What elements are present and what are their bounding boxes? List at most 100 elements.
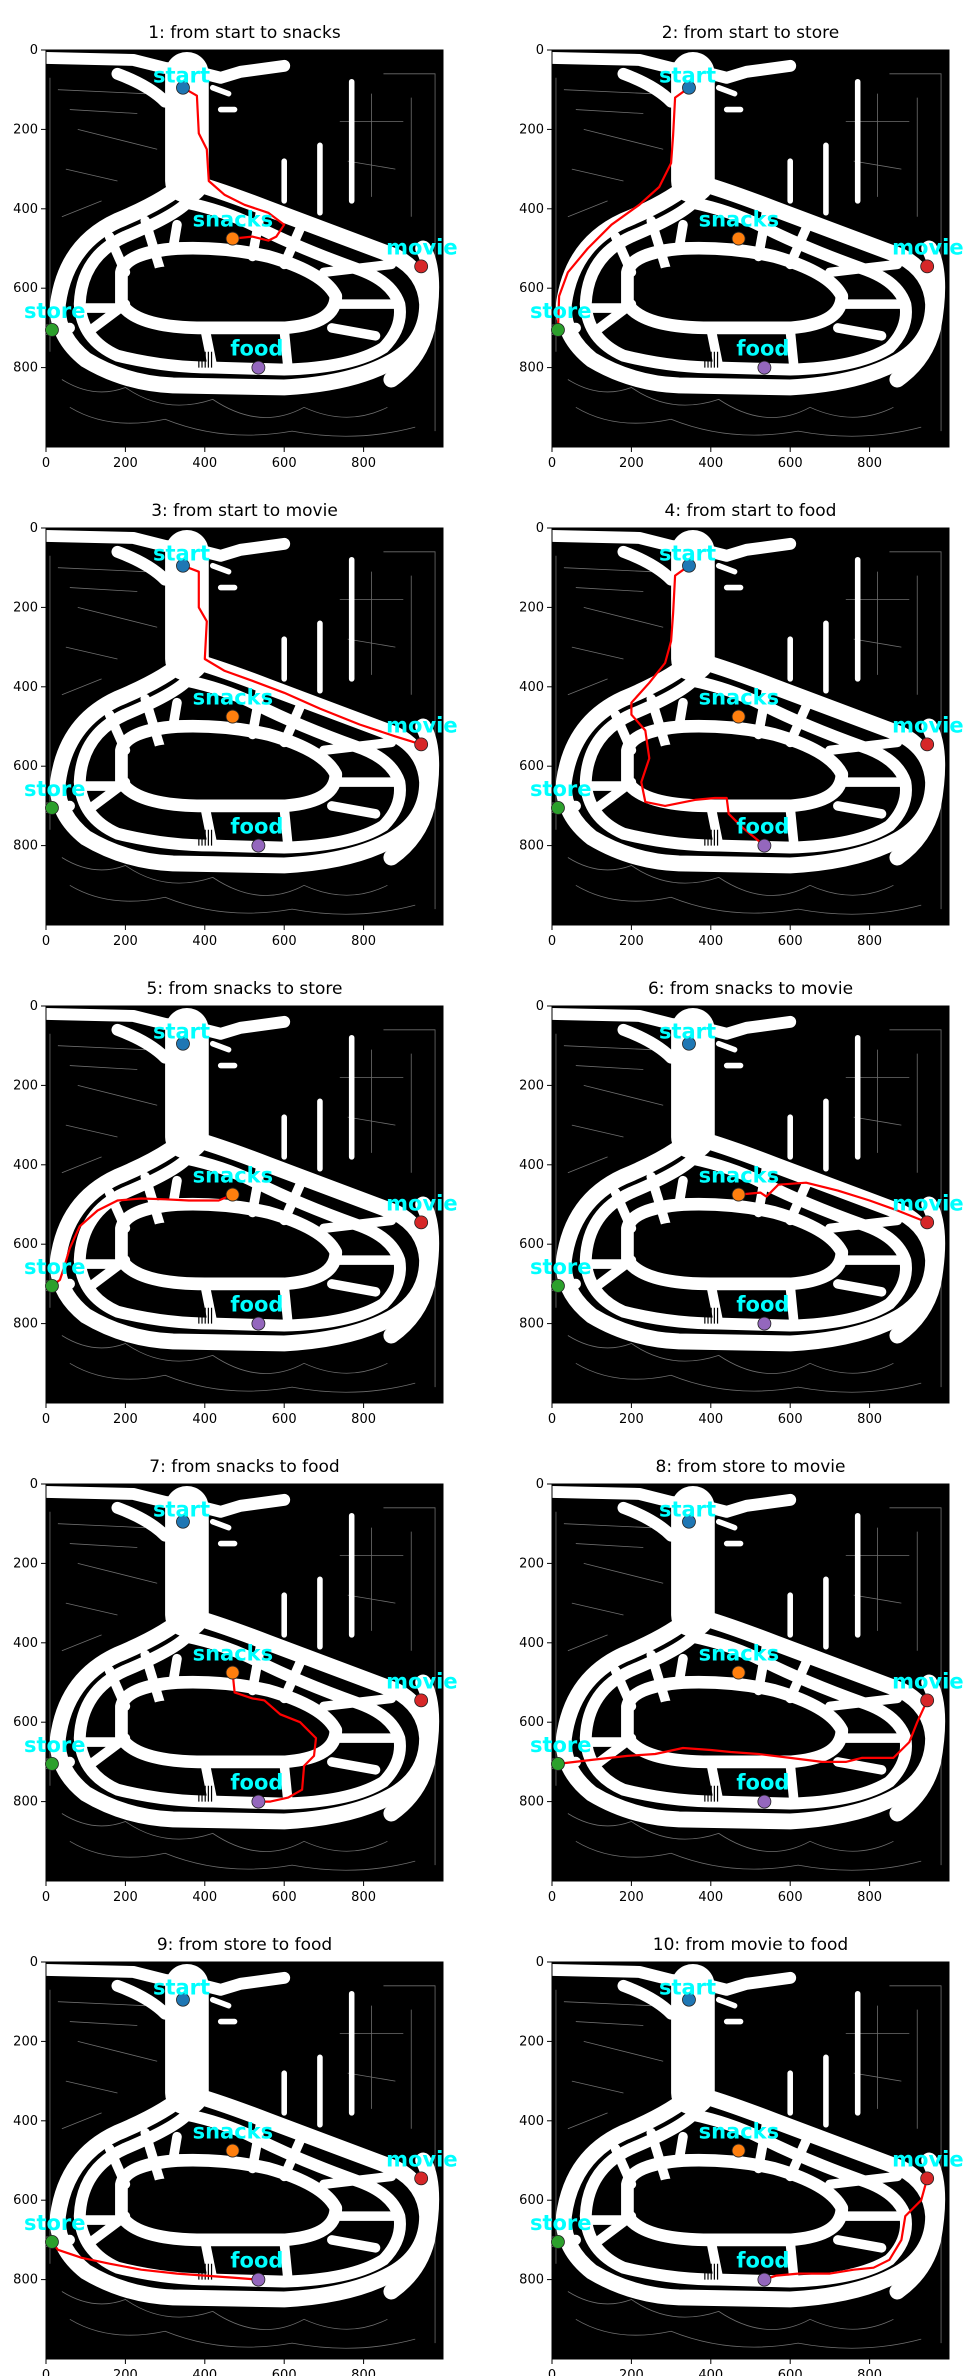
floor-map xyxy=(46,528,443,925)
x-tick-label: 600 xyxy=(778,2368,803,2376)
label-snacks: snacks xyxy=(193,1164,274,1188)
point-snacks xyxy=(731,709,746,724)
y-tick-label: 0 xyxy=(536,43,544,58)
y-tick-label: 800 xyxy=(519,1317,544,1332)
point-snacks xyxy=(225,709,240,724)
x-tick-label: 200 xyxy=(113,1890,138,1905)
label-food: food xyxy=(230,1293,283,1317)
y-tick-label: 800 xyxy=(13,361,38,376)
y-tick-label: 200 xyxy=(519,2034,544,2049)
panel-title: 7: from snacks to food xyxy=(149,1457,339,1477)
point-store xyxy=(551,1278,565,1293)
axes-frame xyxy=(551,1005,950,1404)
x-tick-label: 0 xyxy=(42,1890,50,1905)
y-tick-label: 400 xyxy=(13,680,38,695)
y-tick-label: 400 xyxy=(13,1158,38,1173)
label-store: store xyxy=(530,2211,592,2235)
label-start: start xyxy=(153,1020,210,1044)
label-food: food xyxy=(736,1771,789,1795)
x-tick-label: 400 xyxy=(192,1412,217,1427)
label-store: store xyxy=(530,1733,592,1757)
axes-frame xyxy=(45,1483,444,1882)
route-panel-3: 3: from start to movie 0 200 400 600 800 0 200 4… xyxy=(13,501,457,949)
point-movie xyxy=(414,2171,429,2186)
axes-frame xyxy=(45,1961,444,2360)
floor-map xyxy=(46,50,443,447)
route-path xyxy=(231,1671,318,1803)
point-start xyxy=(682,80,696,95)
label-start: start xyxy=(659,64,716,88)
x-tick-label: 600 xyxy=(272,1412,297,1427)
y-tick-label: 600 xyxy=(13,759,38,774)
x-tick-label: 200 xyxy=(113,456,138,471)
label-store: store xyxy=(530,777,592,801)
x-tick-label: 200 xyxy=(619,1412,644,1427)
x-tick-label: 200 xyxy=(113,2368,138,2376)
y-tick-label: 400 xyxy=(13,1636,38,1651)
x-tick-label: 200 xyxy=(619,1890,644,1905)
label-movie: movie xyxy=(892,1669,963,1693)
floor-map xyxy=(46,1006,443,1403)
point-food xyxy=(251,1316,266,1331)
point-food xyxy=(251,1794,266,1809)
x-tick-label: 0 xyxy=(548,1890,556,1905)
point-start xyxy=(682,558,696,573)
label-movie: movie xyxy=(892,2147,963,2171)
label-food: food xyxy=(230,1771,283,1795)
x-tick-label: 600 xyxy=(778,1890,803,1905)
y-tick-label: 0 xyxy=(536,1477,544,1492)
x-tick-label: 600 xyxy=(272,2368,297,2376)
point-movie xyxy=(920,2171,935,2186)
y-tick-label: 200 xyxy=(519,1078,544,1093)
y-tick-label: 200 xyxy=(13,600,38,615)
x-tick-label: 400 xyxy=(192,934,217,949)
label-movie: movie xyxy=(892,1191,963,1215)
point-store xyxy=(45,2234,59,2249)
label-start: start xyxy=(659,1020,716,1044)
floor-map xyxy=(552,1006,949,1403)
point-movie xyxy=(920,737,935,752)
point-food xyxy=(251,360,266,375)
point-store xyxy=(551,1756,565,1771)
point-store xyxy=(45,1756,59,1771)
label-start: start xyxy=(153,542,210,566)
label-snacks: snacks xyxy=(699,208,780,232)
point-store xyxy=(551,2234,565,2249)
y-tick-label: 0 xyxy=(30,1955,38,1970)
y-tick-label: 0 xyxy=(30,521,38,536)
y-tick-label: 600 xyxy=(519,1237,544,1252)
label-start: start xyxy=(659,1976,716,2000)
panel-title: 1: from start to snacks xyxy=(148,23,341,43)
axes-frame xyxy=(551,1483,950,1882)
y-tick-label: 600 xyxy=(519,1715,544,1730)
label-food: food xyxy=(230,337,283,361)
y-tick-label: 400 xyxy=(13,2114,38,2129)
route-path xyxy=(556,86,691,331)
y-tick-label: 0 xyxy=(30,43,38,58)
axes-frame xyxy=(551,49,950,448)
y-tick-label: 200 xyxy=(519,600,544,615)
y-tick-label: 800 xyxy=(13,1795,38,1810)
y-tick-label: 600 xyxy=(13,2193,38,2208)
point-movie xyxy=(920,1215,935,1230)
y-tick-label: 200 xyxy=(519,1556,544,1571)
label-snacks: snacks xyxy=(699,686,780,710)
point-store xyxy=(45,322,59,337)
y-tick-label: 600 xyxy=(519,2193,544,2208)
x-tick-label: 0 xyxy=(548,934,556,949)
label-snacks: snacks xyxy=(699,2120,780,2144)
point-start xyxy=(682,1992,696,2007)
panel-title: 3: from start to movie xyxy=(151,501,338,521)
point-store xyxy=(45,800,59,815)
y-tick-label: 600 xyxy=(519,759,544,774)
point-start xyxy=(682,1036,696,1051)
y-tick-label: 800 xyxy=(519,2273,544,2288)
label-movie: movie xyxy=(386,713,457,737)
label-snacks: snacks xyxy=(699,1164,780,1188)
y-tick-label: 400 xyxy=(519,1636,544,1651)
point-movie xyxy=(414,1693,429,1708)
point-movie xyxy=(414,259,429,274)
point-store xyxy=(551,322,565,337)
label-store: store xyxy=(24,1255,86,1279)
point-start xyxy=(682,1514,696,1529)
